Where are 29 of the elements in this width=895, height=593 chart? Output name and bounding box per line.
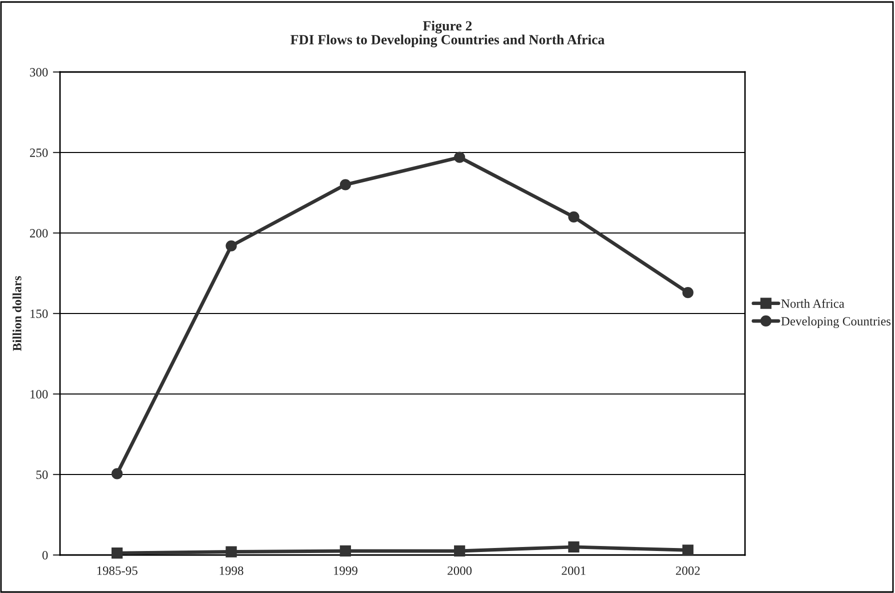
point	[454, 545, 466, 557]
point	[112, 468, 123, 480]
y-tick-label: 150	[30, 310, 48, 318]
x-tick-label: 1999	[334, 566, 358, 575]
point	[226, 240, 237, 252]
y-tick-label: 200	[30, 229, 48, 238]
point	[568, 541, 580, 553]
y-tick-label: 100	[30, 390, 48, 398]
x-tick-label: 2001	[562, 566, 586, 575]
point	[340, 179, 351, 190]
x-tick-label: 1998	[220, 566, 244, 575]
y-tick-label: 50	[36, 470, 48, 479]
x-tick-label: 2002	[676, 566, 700, 575]
legend-label: Developing Countries	[781, 316, 891, 328]
y-tick-label: 250	[30, 148, 48, 157]
point	[340, 545, 351, 557]
y-axis-title: Billion dollars	[12, 276, 22, 351]
point	[454, 152, 466, 163]
y-tick-label: 300	[30, 68, 48, 76]
x-tick-label: 2000	[448, 566, 472, 575]
point	[682, 287, 694, 298]
point	[112, 548, 123, 559]
legend-label: North Africa	[781, 298, 844, 308]
point	[226, 546, 237, 558]
chart-title: Figure 2 FDI Flows to Developing Countries and North Africa	[290, 20, 604, 48]
y-tick-label: 0	[42, 551, 48, 560]
point	[568, 211, 580, 222]
x-tick-label: 1985-95	[97, 566, 138, 575]
point	[682, 544, 694, 556]
